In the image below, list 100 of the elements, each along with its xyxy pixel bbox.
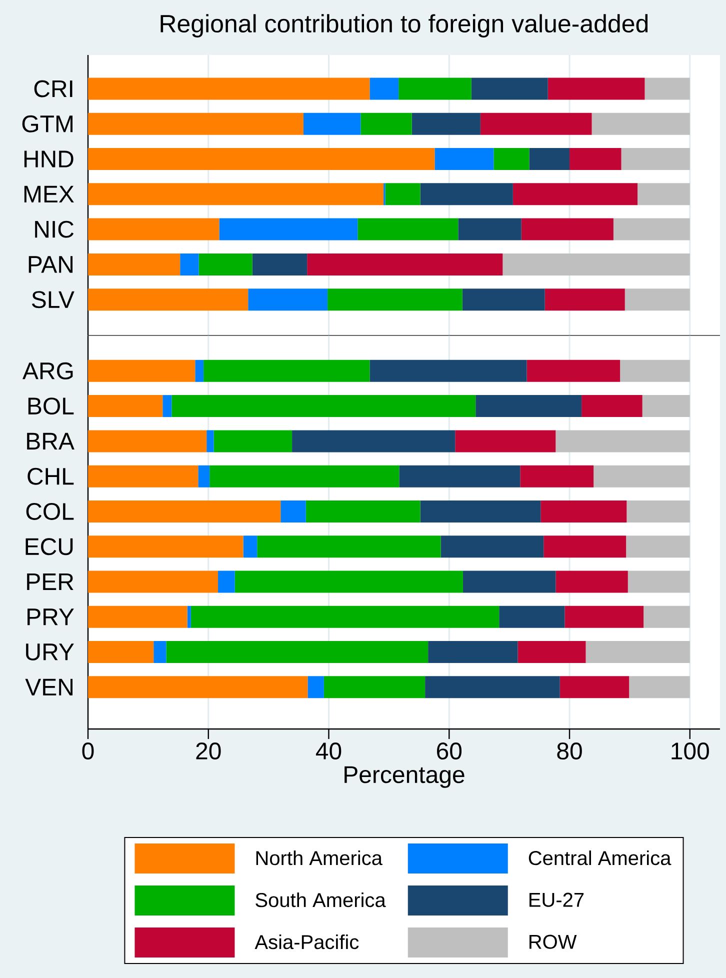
bar [540, 500, 627, 522]
bar [292, 430, 456, 452]
y-tick-label: PAN [28, 256, 73, 273]
bar [243, 536, 258, 558]
bar [529, 148, 570, 170]
bar [398, 78, 472, 100]
bar [621, 148, 690, 170]
bar [198, 253, 252, 276]
bar [412, 112, 480, 135]
bar [190, 606, 500, 628]
bar [187, 606, 191, 628]
bar [556, 430, 690, 452]
legend-label: South America [256, 892, 386, 908]
x-tick-label: 100 [672, 742, 709, 760]
y-tick-label: ARG [22, 362, 73, 380]
bar [308, 676, 324, 698]
bar [88, 360, 196, 382]
bar [428, 641, 518, 664]
bar [88, 465, 198, 488]
bar [88, 395, 163, 418]
bar [629, 676, 690, 698]
bar [88, 148, 435, 170]
chart-title: Regional contribution to foreign value-added [160, 14, 648, 38]
bar [512, 183, 638, 206]
bar [88, 606, 188, 628]
bar [626, 500, 690, 522]
y-tick-label: COL [26, 502, 74, 520]
bar [570, 148, 622, 170]
y-tick-label: GTM [22, 115, 72, 132]
bar [180, 253, 199, 276]
x-tick-label: 60 [437, 742, 462, 760]
x-tick-label: 20 [196, 742, 221, 760]
bar [471, 78, 548, 100]
legend-label: EU-27 [530, 892, 584, 907]
bar [166, 641, 428, 664]
bar [638, 183, 690, 206]
bar [420, 183, 513, 206]
bar [360, 112, 412, 135]
bar [476, 395, 582, 418]
bar [358, 218, 458, 240]
bar [88, 218, 220, 240]
y-tick-label: BOL [28, 398, 74, 415]
bar [499, 606, 565, 628]
bar [307, 253, 503, 276]
legend-label: ROW [530, 934, 577, 949]
bar [88, 536, 244, 558]
bar [594, 465, 690, 488]
bar [88, 288, 248, 311]
y-tick-label: MEX [24, 186, 74, 202]
bar [564, 606, 644, 628]
bar [644, 606, 690, 628]
bar [370, 360, 527, 382]
bar [520, 465, 594, 488]
bar [458, 218, 522, 240]
y-tick-label: PRY [28, 608, 74, 626]
y-tick-label: CHL [28, 468, 74, 485]
bar [214, 430, 292, 452]
bar [592, 112, 690, 135]
y-tick-label: HND [24, 150, 74, 168]
bar [88, 570, 218, 593]
bar [494, 148, 530, 170]
bar [280, 500, 306, 522]
x-tick-label: 80 [557, 742, 582, 760]
bar [248, 288, 328, 311]
bar [624, 288, 690, 311]
y-tick-label: ECU [26, 538, 73, 556]
bar [586, 641, 690, 664]
bar [88, 430, 207, 452]
bar [306, 500, 420, 522]
bar [88, 112, 304, 135]
bar [462, 570, 556, 593]
x-axis-title: Percentage [344, 766, 464, 788]
bar [219, 218, 358, 240]
bar [455, 430, 556, 452]
bar [440, 536, 544, 558]
bar [548, 78, 645, 100]
bar [252, 253, 308, 276]
bar [257, 536, 441, 558]
bar [613, 218, 690, 240]
bar [642, 395, 690, 418]
bar [198, 465, 210, 488]
bar [88, 183, 384, 206]
bar [88, 500, 281, 522]
bar [626, 536, 690, 558]
bar [620, 360, 690, 382]
legend-label: Asia-Pacific [254, 934, 359, 950]
bar [544, 536, 626, 558]
y-tick-label: URY [26, 644, 74, 660]
bar [88, 641, 154, 664]
y-tick-label: SLV [32, 291, 74, 308]
bar [210, 465, 400, 488]
bar [204, 360, 370, 382]
bar [172, 395, 476, 418]
y-tick-label: BRA [27, 432, 74, 450]
x-tick-label: 40 [316, 742, 342, 760]
bar [154, 641, 166, 664]
bar [206, 430, 214, 452]
bar [425, 676, 560, 698]
y-tick-label: CRI [34, 80, 72, 98]
bar [644, 78, 690, 100]
